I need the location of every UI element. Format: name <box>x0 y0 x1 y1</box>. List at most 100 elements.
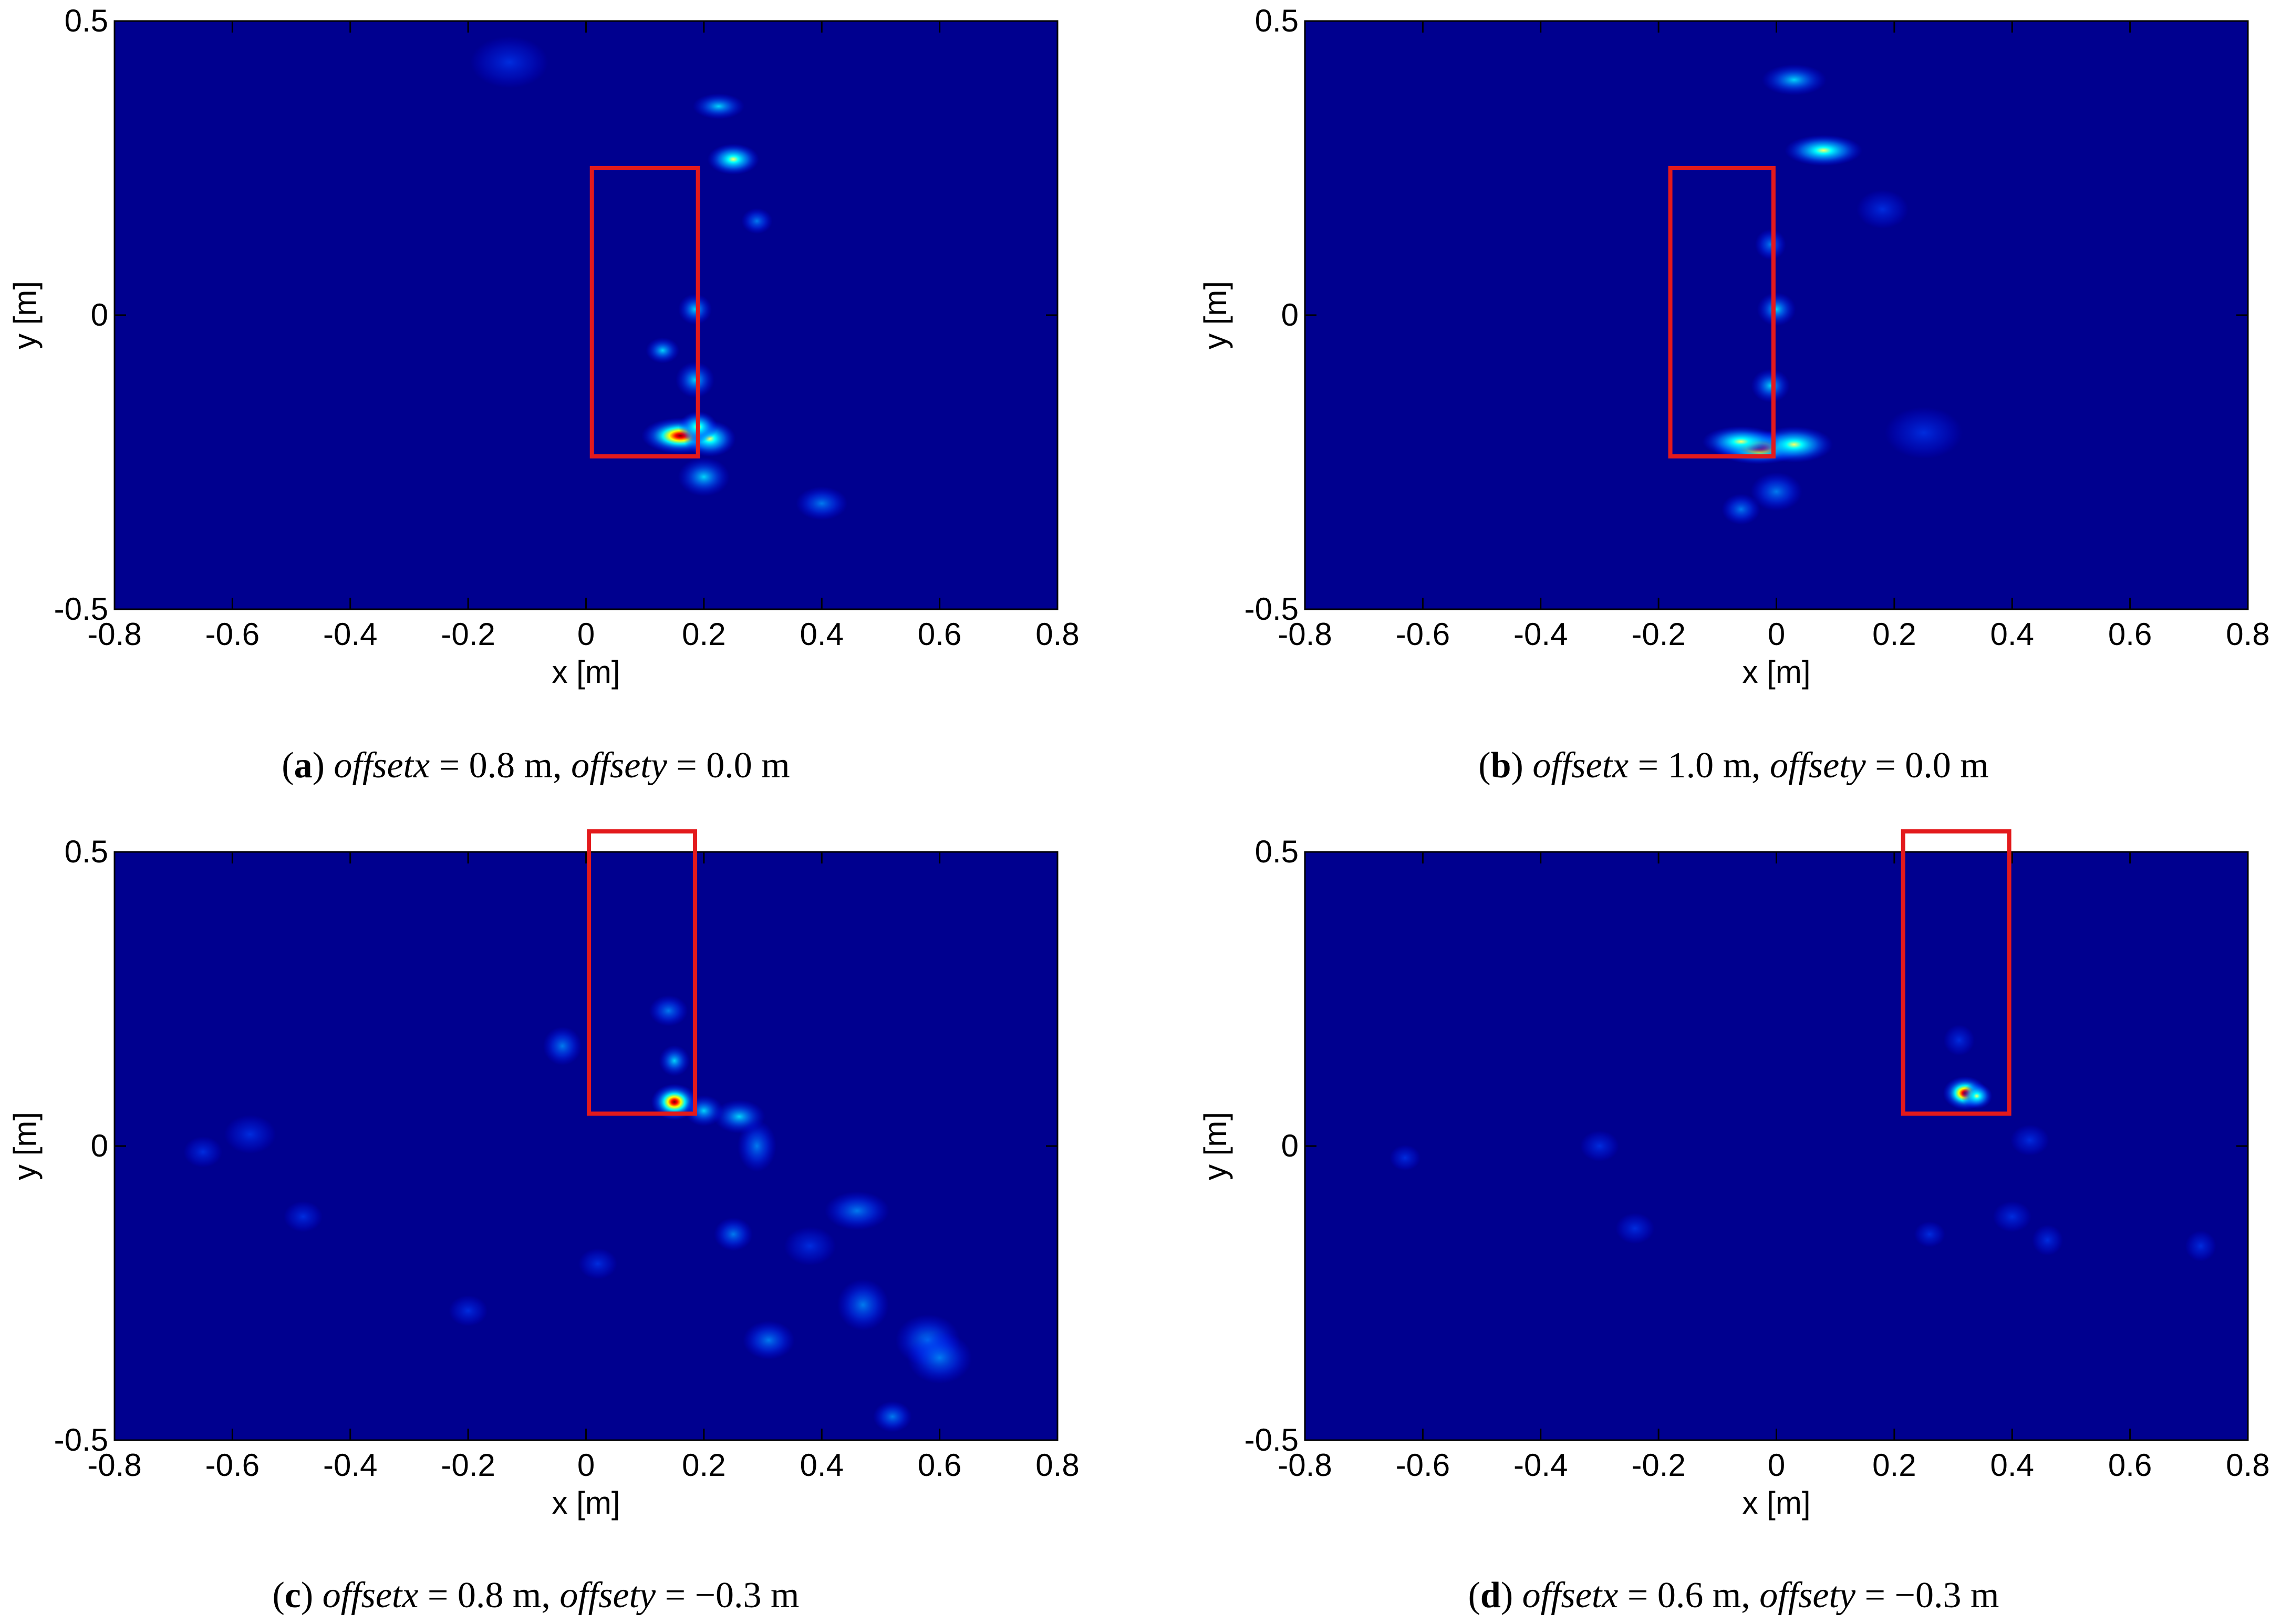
x-tick-label: 0.8 <box>1035 1448 1079 1483</box>
panel-caption: (a) offsetx = 0.8 m, offsety = 0.0 m <box>282 745 790 786</box>
caption-part: = 0.8 m, <box>430 745 571 786</box>
chart-panel-b: -0.8 -0.6 -0.4 -0.2 0 0.2 0.4 0.6 0.8 -0.5 0 0.5 x [… <box>1198 3 2270 786</box>
heatmap-hotspot <box>692 93 745 120</box>
heatmap-hotspot <box>1914 1221 1945 1247</box>
caption-part: offsety <box>571 745 668 786</box>
heatmap-hotspot <box>784 1226 836 1266</box>
y-tick-label: 0.5 <box>1255 834 1299 869</box>
x-axis-label: x [m] <box>1743 1485 1811 1521</box>
caption-part: = 1.0 m, <box>1629 745 1770 786</box>
x-tick-label: 0 <box>1768 1448 1785 1483</box>
x-tick-label: 0.6 <box>918 617 961 652</box>
heatmap-hotspot <box>183 1136 223 1168</box>
caption-part: ) <box>1501 1575 1522 1616</box>
heatmap-hotspot <box>873 1401 912 1432</box>
heatmap-hotspot <box>1757 292 1796 326</box>
x-tick-label: -0.2 <box>441 1448 495 1483</box>
heatmap-hotspot <box>543 1026 582 1066</box>
caption-part: ( <box>1468 1575 1480 1616</box>
heatmap-hotspot <box>1615 1213 1655 1244</box>
x-tick-label: -0.8 <box>1278 617 1332 652</box>
x-tick-label: -0.6 <box>205 1448 260 1483</box>
heatmap-hotspot <box>713 1217 753 1252</box>
caption-part: offsetx <box>334 745 430 786</box>
heatmap-hotspot <box>449 1295 488 1327</box>
heatmap-hotspot <box>470 36 548 88</box>
heatmap-layer <box>1702 64 1963 525</box>
heatmap-hotspot <box>659 1045 690 1077</box>
caption-part: ) <box>301 1575 323 1616</box>
caption-part: ) <box>1511 745 1533 786</box>
x-tick-label: 0 <box>577 1448 595 1483</box>
caption-part: ( <box>1478 745 1490 786</box>
heatmap-hotspot <box>649 995 688 1026</box>
heatmap-hotspot <box>1761 64 1827 96</box>
x-tick-label: -0.6 <box>1396 1448 1450 1483</box>
heatmap-hotspot <box>283 1201 323 1232</box>
caption-part: c <box>285 1575 301 1616</box>
caption-part: = −0.3 m <box>656 1575 799 1616</box>
x-tick-label: 0.4 <box>1990 1448 2034 1483</box>
heatmap-hotspot <box>1857 190 1909 229</box>
chart-panel-c: -0.8 -0.6 -0.4 -0.2 0 0.2 0.4 0.6 0.8 -0.5 0 0.5 x [… <box>7 829 1080 1616</box>
target-box <box>587 829 698 1116</box>
caption-part: d <box>1480 1575 1501 1616</box>
y-tick-label: -0.5 <box>54 591 108 627</box>
y-tick-label: -0.5 <box>1245 591 1299 627</box>
x-tick-label: 0.4 <box>1990 617 2034 652</box>
heatmap-hotspot <box>741 208 773 234</box>
caption-part: = 0.0 m <box>1866 745 1989 786</box>
y-tick-label: 0 <box>1281 297 1299 332</box>
x-tick-label: -0.4 <box>1513 1448 1568 1483</box>
x-axis-label: x [m] <box>1743 654 1811 690</box>
heatmap-hotspot <box>1389 1144 1421 1171</box>
y-tick-label: 0.5 <box>1255 3 1299 38</box>
x-tick-label: 0.2 <box>1872 617 1916 652</box>
x-tick-label: -0.8 <box>87 617 141 652</box>
heatmap-hotspot <box>795 486 848 520</box>
heatmap-hotspot <box>1750 472 1802 511</box>
x-tick-label: 0.6 <box>2108 617 2152 652</box>
heatmap-hotspot <box>2010 1125 2049 1156</box>
caption-part: a <box>294 745 313 786</box>
caption-part: offsety <box>559 1575 656 1616</box>
heatmap-hotspot <box>837 1279 889 1331</box>
y-tick-label: 0 <box>1281 1128 1299 1163</box>
heatmap-hotspot <box>742 1320 795 1360</box>
x-tick-label: -0.6 <box>205 617 260 652</box>
x-tick-label: 0.4 <box>800 1448 844 1483</box>
heatmap-hotspot <box>707 143 760 175</box>
x-tick-label: -0.2 <box>1631 1448 1685 1483</box>
x-tick-label: -0.6 <box>1396 617 1450 652</box>
heatmap-hotspot <box>646 337 680 363</box>
x-tick-label: 0.8 <box>1035 617 1079 652</box>
heatmap-layer <box>183 995 972 1432</box>
heatmap-hotspot <box>1785 134 1863 166</box>
x-tick-label: 0 <box>577 617 595 652</box>
y-tick-label: 0.5 <box>65 3 108 38</box>
heatmap-hotspot <box>1580 1130 1619 1162</box>
caption-part: ( <box>282 745 294 786</box>
x-axis-label: x [m] <box>552 654 620 690</box>
x-tick-label: 0.2 <box>682 617 725 652</box>
x-tick-label: 0.2 <box>682 1448 725 1483</box>
heatmap-hotspot <box>678 457 730 496</box>
x-tick-label: -0.4 <box>323 1448 377 1483</box>
heatmap-hotspot <box>1755 229 1786 261</box>
heatmap-hotspot <box>578 1248 617 1279</box>
heatmap-hotspot <box>737 1120 776 1172</box>
x-tick-label: 0.6 <box>918 1448 961 1483</box>
heatmap-hotspot <box>1961 1083 1993 1109</box>
heatmap-background <box>1305 852 2248 1440</box>
heatmap-hotspot <box>1943 1024 1975 1056</box>
heatmap-background <box>115 21 1057 609</box>
x-tick-label: -0.2 <box>441 617 495 652</box>
x-tick-label: 0.6 <box>2108 1448 2152 1483</box>
caption-part: offsetx <box>1532 745 1629 786</box>
x-tick-label: 0.8 <box>2226 617 2269 652</box>
heatmap-hotspot <box>224 1115 276 1154</box>
caption-part: ) <box>313 745 334 786</box>
heatmap-hotspot <box>678 294 712 325</box>
heatmap-hotspot <box>907 1331 972 1384</box>
